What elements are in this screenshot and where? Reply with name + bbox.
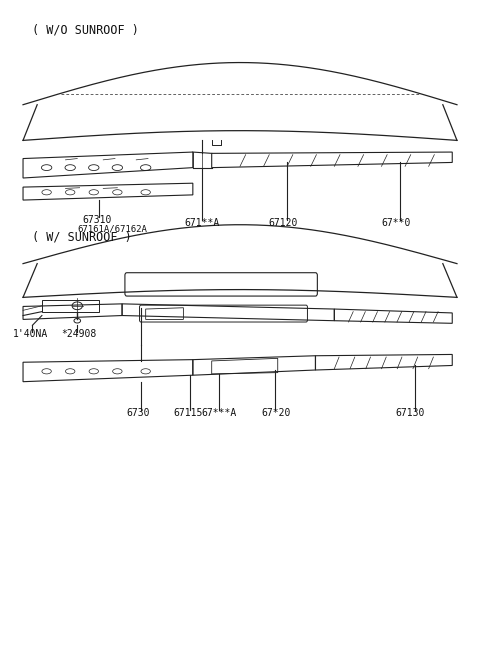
Text: 67***A: 67***A (201, 408, 237, 418)
Text: 67*20: 67*20 (261, 408, 290, 418)
Text: 671**A: 671**A (184, 218, 219, 228)
Text: ( W/ SUNROOF ): ( W/ SUNROOF ) (33, 231, 132, 244)
Text: 67130: 67130 (396, 408, 425, 418)
Text: 67**0: 67**0 (382, 218, 411, 228)
Text: 67161A/67162A: 67161A/67162A (77, 224, 147, 233)
Text: 67310: 67310 (82, 215, 111, 225)
Text: 67115: 67115 (173, 408, 203, 418)
Text: 6730: 6730 (127, 408, 150, 418)
Text: 1'40NA: 1'40NA (12, 329, 48, 339)
Text: ( W/O SUNROOF ): ( W/O SUNROOF ) (33, 24, 139, 36)
Text: *24908: *24908 (61, 329, 96, 339)
Text: 67120: 67120 (268, 218, 298, 228)
